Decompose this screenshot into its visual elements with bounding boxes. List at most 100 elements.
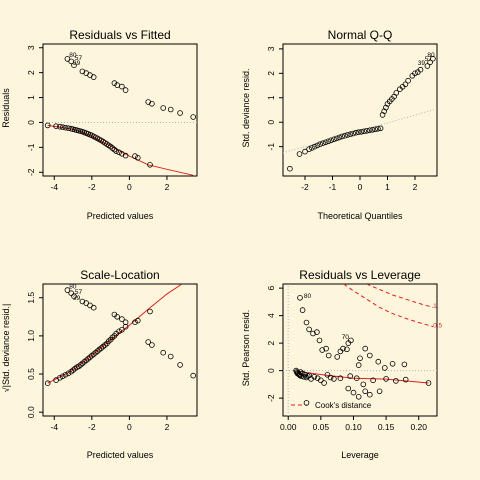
data-point [430, 55, 436, 62]
data-point [355, 129, 362, 136]
data-point [132, 153, 138, 159]
data-point [149, 342, 155, 348]
point-label: 39 [418, 60, 426, 67]
x-axis-label: Leverage [341, 450, 379, 460]
data-point [44, 380, 51, 387]
panel-title: Residuals vs Fitted [69, 28, 170, 42]
panel-title: Normal Q-Q [328, 28, 393, 42]
y-tick-label: -1 [266, 143, 276, 151]
data-point [309, 145, 315, 151]
data-point [362, 345, 369, 352]
data-point [135, 317, 141, 324]
x-tick-label: 0 [358, 182, 363, 192]
point-label: 1 [433, 303, 437, 310]
panel-residuals-vs-leverage: Residuals vs Leverage Leverage Std. Pear… [241, 268, 421, 460]
data-point [342, 132, 348, 139]
data-point [425, 380, 432, 386]
data-point [369, 127, 376, 133]
y-tick-label: 2 [266, 340, 276, 345]
data-point [57, 374, 63, 381]
x-tick-label: 0.20 [410, 422, 427, 432]
y-tick-label: 6 [266, 285, 276, 290]
plot-frame [282, 43, 438, 177]
data-point [323, 345, 329, 352]
plot-inner [283, 284, 437, 416]
point-label: 70 [342, 334, 350, 341]
data-point [149, 101, 155, 107]
data-point [314, 142, 321, 149]
data-point [68, 290, 74, 297]
data-point [417, 66, 424, 73]
data-point [402, 376, 409, 383]
data-point [160, 105, 167, 111]
data-point [339, 133, 345, 140]
data-point [345, 385, 352, 392]
data-point [333, 135, 340, 142]
data-point [325, 352, 332, 359]
x-axis-label: Predicted values [87, 450, 154, 460]
x-tick-label: 0.15 [378, 422, 395, 432]
data-point [366, 352, 373, 359]
data-point [122, 87, 129, 93]
x-axis-label: Predicted values [87, 211, 154, 221]
data-point [336, 134, 343, 141]
plot-inner [44, 284, 197, 387]
data-point [132, 319, 138, 326]
data-point [383, 104, 389, 111]
panel-scale-location: Scale-Location Predicted values √|Std. d… [1, 268, 160, 460]
plot-frame [282, 283, 438, 417]
data-point [381, 365, 388, 371]
y-tick-label: 0 [266, 120, 276, 125]
data-point [377, 125, 384, 132]
data-point [310, 330, 316, 337]
data-point [65, 370, 72, 377]
y-tick-label: 0.5 [26, 368, 36, 380]
plot-frame [42, 43, 198, 177]
data-point [311, 373, 318, 380]
data-point [316, 337, 323, 344]
data-point [389, 360, 396, 367]
data-point [366, 391, 373, 398]
data-point [122, 152, 129, 159]
data-point [44, 122, 51, 129]
data-point [424, 63, 431, 69]
x-tick-label: 2 [165, 422, 170, 432]
data-point [361, 128, 367, 135]
data-point [77, 362, 84, 368]
x-tick-label: -2 [301, 182, 309, 192]
data-point [353, 129, 359, 136]
y-tick-label: 0 [26, 120, 36, 125]
data-point [145, 339, 152, 345]
data-point [358, 129, 365, 135]
data-point [296, 151, 303, 157]
data-point [119, 326, 125, 333]
line-smoother [293, 370, 429, 384]
y-axis-label: √|Std. deviance resid.| [1, 304, 11, 393]
y-tick-label: 2 [26, 70, 36, 75]
data-point [311, 143, 318, 150]
point-label: 39 [73, 295, 81, 302]
data-point [160, 349, 167, 356]
data-point [320, 140, 326, 147]
data-point [53, 123, 59, 129]
data-point [147, 162, 153, 168]
data-point [314, 329, 320, 335]
data-point [412, 70, 418, 77]
y-axis-label: Std. deviance resid. [241, 68, 251, 147]
data-point [340, 345, 346, 352]
y-tick-label: 1.5 [26, 292, 36, 304]
y-tick-label: -2 [26, 168, 36, 176]
data-point [355, 393, 362, 400]
data-point [167, 106, 174, 113]
x-tick-label: -4 [50, 182, 58, 192]
data-point [59, 373, 66, 380]
plot-inner [43, 56, 197, 176]
x-tick-label: 0 [127, 422, 132, 432]
data-point [64, 287, 71, 293]
data-point [177, 362, 183, 368]
data-point [393, 90, 400, 96]
data-point [113, 148, 119, 154]
data-point [147, 308, 153, 315]
data-point [303, 400, 310, 406]
